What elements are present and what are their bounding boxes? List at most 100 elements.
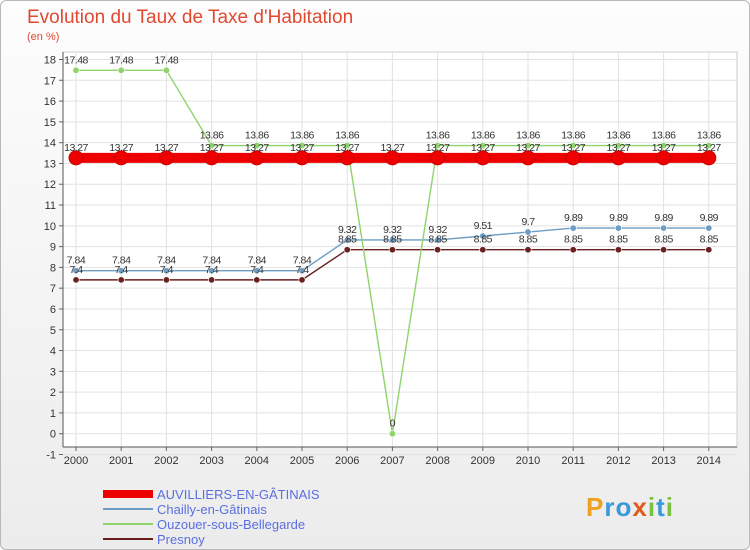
- logo-letter: t: [656, 492, 666, 522]
- y-tick-label: 6: [50, 304, 56, 316]
- x-tick-label: 2012: [606, 455, 630, 467]
- y-tick-label: 17: [44, 75, 56, 87]
- logo-letter: r: [604, 492, 616, 522]
- data-label: 13.86: [607, 130, 631, 142]
- data-point: [614, 142, 622, 150]
- legend-label: AUVILLIERS-EN-GÂTINAIS: [157, 486, 320, 502]
- logo-letter: i: [647, 492, 657, 522]
- data-point: [162, 267, 170, 275]
- data-label: 9.32: [338, 224, 357, 236]
- y-tick-label: 8: [50, 262, 56, 274]
- y-tick-label: 12: [44, 179, 56, 191]
- data-label: 13.86: [697, 130, 721, 142]
- data-label: 13.27: [64, 142, 88, 154]
- data-point: [343, 236, 351, 244]
- data-label: 7.84: [67, 255, 86, 267]
- data-point: [253, 276, 261, 284]
- data-label: 13.86: [245, 130, 269, 142]
- data-label: 13.86: [652, 130, 676, 142]
- x-tick-label: 2000: [64, 455, 88, 467]
- x-tick-label: 2010: [516, 455, 540, 467]
- x-tick-label: 2008: [425, 455, 449, 467]
- data-point: [388, 246, 396, 254]
- data-label: 9.89: [609, 212, 628, 224]
- y-tick-label: 18: [44, 55, 56, 67]
- x-tick-label: 2014: [697, 455, 721, 467]
- data-label: 13.27: [109, 142, 133, 154]
- legend-item: AUVILLIERS-EN-GÂTINAIS: [103, 486, 320, 502]
- data-label: 13.27: [335, 142, 359, 154]
- data-point: [656, 150, 672, 166]
- logo-letter: i: [665, 492, 674, 522]
- data-label: 13.27: [607, 142, 631, 154]
- data-point: [204, 150, 220, 166]
- data-label: 17.48: [64, 54, 88, 66]
- legend-label: Presnoy: [157, 531, 205, 547]
- data-label: 8.85: [428, 234, 447, 246]
- y-tick-label: 16: [44, 96, 56, 108]
- legend-swatch: [103, 490, 153, 498]
- x-tick-label: 2005: [290, 455, 314, 467]
- y-tick-label: 3: [50, 366, 56, 378]
- data-label: 13.86: [335, 130, 359, 142]
- data-point: [208, 267, 216, 275]
- data-label: 13.86: [561, 130, 585, 142]
- x-tick-label: 2006: [335, 455, 359, 467]
- data-point: [475, 150, 491, 166]
- proxiti-logo: Proxiti: [586, 492, 674, 523]
- y-tick-label: 4: [50, 346, 56, 358]
- x-tick-label: 2004: [245, 455, 269, 467]
- data-point: [479, 246, 487, 254]
- x-tick-label: 2003: [199, 455, 223, 467]
- data-label: 13.27: [697, 142, 721, 154]
- x-tick-label: 2009: [471, 455, 495, 467]
- data-point: [343, 246, 351, 254]
- logo-letter: x: [632, 492, 648, 522]
- y-tick-label: 13: [44, 158, 56, 170]
- data-label: 13.86: [200, 130, 224, 142]
- data-label: 7.84: [248, 255, 267, 267]
- data-point: [705, 224, 713, 232]
- legend-label: Ouzouer-sous-Bellegarde: [157, 516, 306, 532]
- data-label: 13.27: [155, 142, 179, 154]
- data-point: [298, 267, 306, 275]
- data-point: [117, 276, 125, 284]
- data-label: 17.48: [155, 54, 179, 66]
- data-label: 0: [390, 418, 396, 430]
- data-label: 13.27: [245, 142, 269, 154]
- legend-swatch: [103, 538, 153, 540]
- data-point: [565, 150, 581, 166]
- data-point: [569, 142, 577, 150]
- y-tick-label: 5: [50, 325, 56, 337]
- data-label: 13.27: [426, 142, 450, 154]
- data-label: 8.85: [564, 234, 583, 246]
- y-tick-label: 0: [50, 429, 56, 441]
- data-point: [339, 150, 355, 166]
- data-point: [434, 236, 442, 244]
- data-point: [208, 276, 216, 284]
- data-label: 13.27: [290, 142, 314, 154]
- data-label: 7.84: [157, 255, 176, 267]
- y-tick-label: 2: [50, 387, 56, 399]
- data-label: 13.27: [471, 142, 495, 154]
- data-point: [614, 246, 622, 254]
- logo-letter: P: [586, 492, 605, 522]
- data-label: 13.86: [426, 130, 450, 142]
- data-point: [430, 150, 446, 166]
- data-label: 7.4: [205, 264, 219, 276]
- chart-title: Evolution du Taux de Taxe d'Habitation: [27, 7, 354, 28]
- data-point: [158, 150, 174, 166]
- data-label: 13.86: [516, 130, 540, 142]
- data-point: [660, 224, 668, 232]
- legend-item: Ouzouer-sous-Bellegarde: [103, 516, 305, 532]
- y-tick-label: 1: [50, 408, 56, 420]
- data-label: 17.48: [109, 54, 133, 66]
- data-point: [384, 150, 400, 166]
- data-label: 9.32: [383, 224, 402, 236]
- data-point: [117, 267, 125, 275]
- data-label: 9.89: [654, 212, 673, 224]
- data-point: [701, 150, 717, 166]
- data-label: 7.84: [202, 255, 221, 267]
- data-point: [72, 267, 80, 275]
